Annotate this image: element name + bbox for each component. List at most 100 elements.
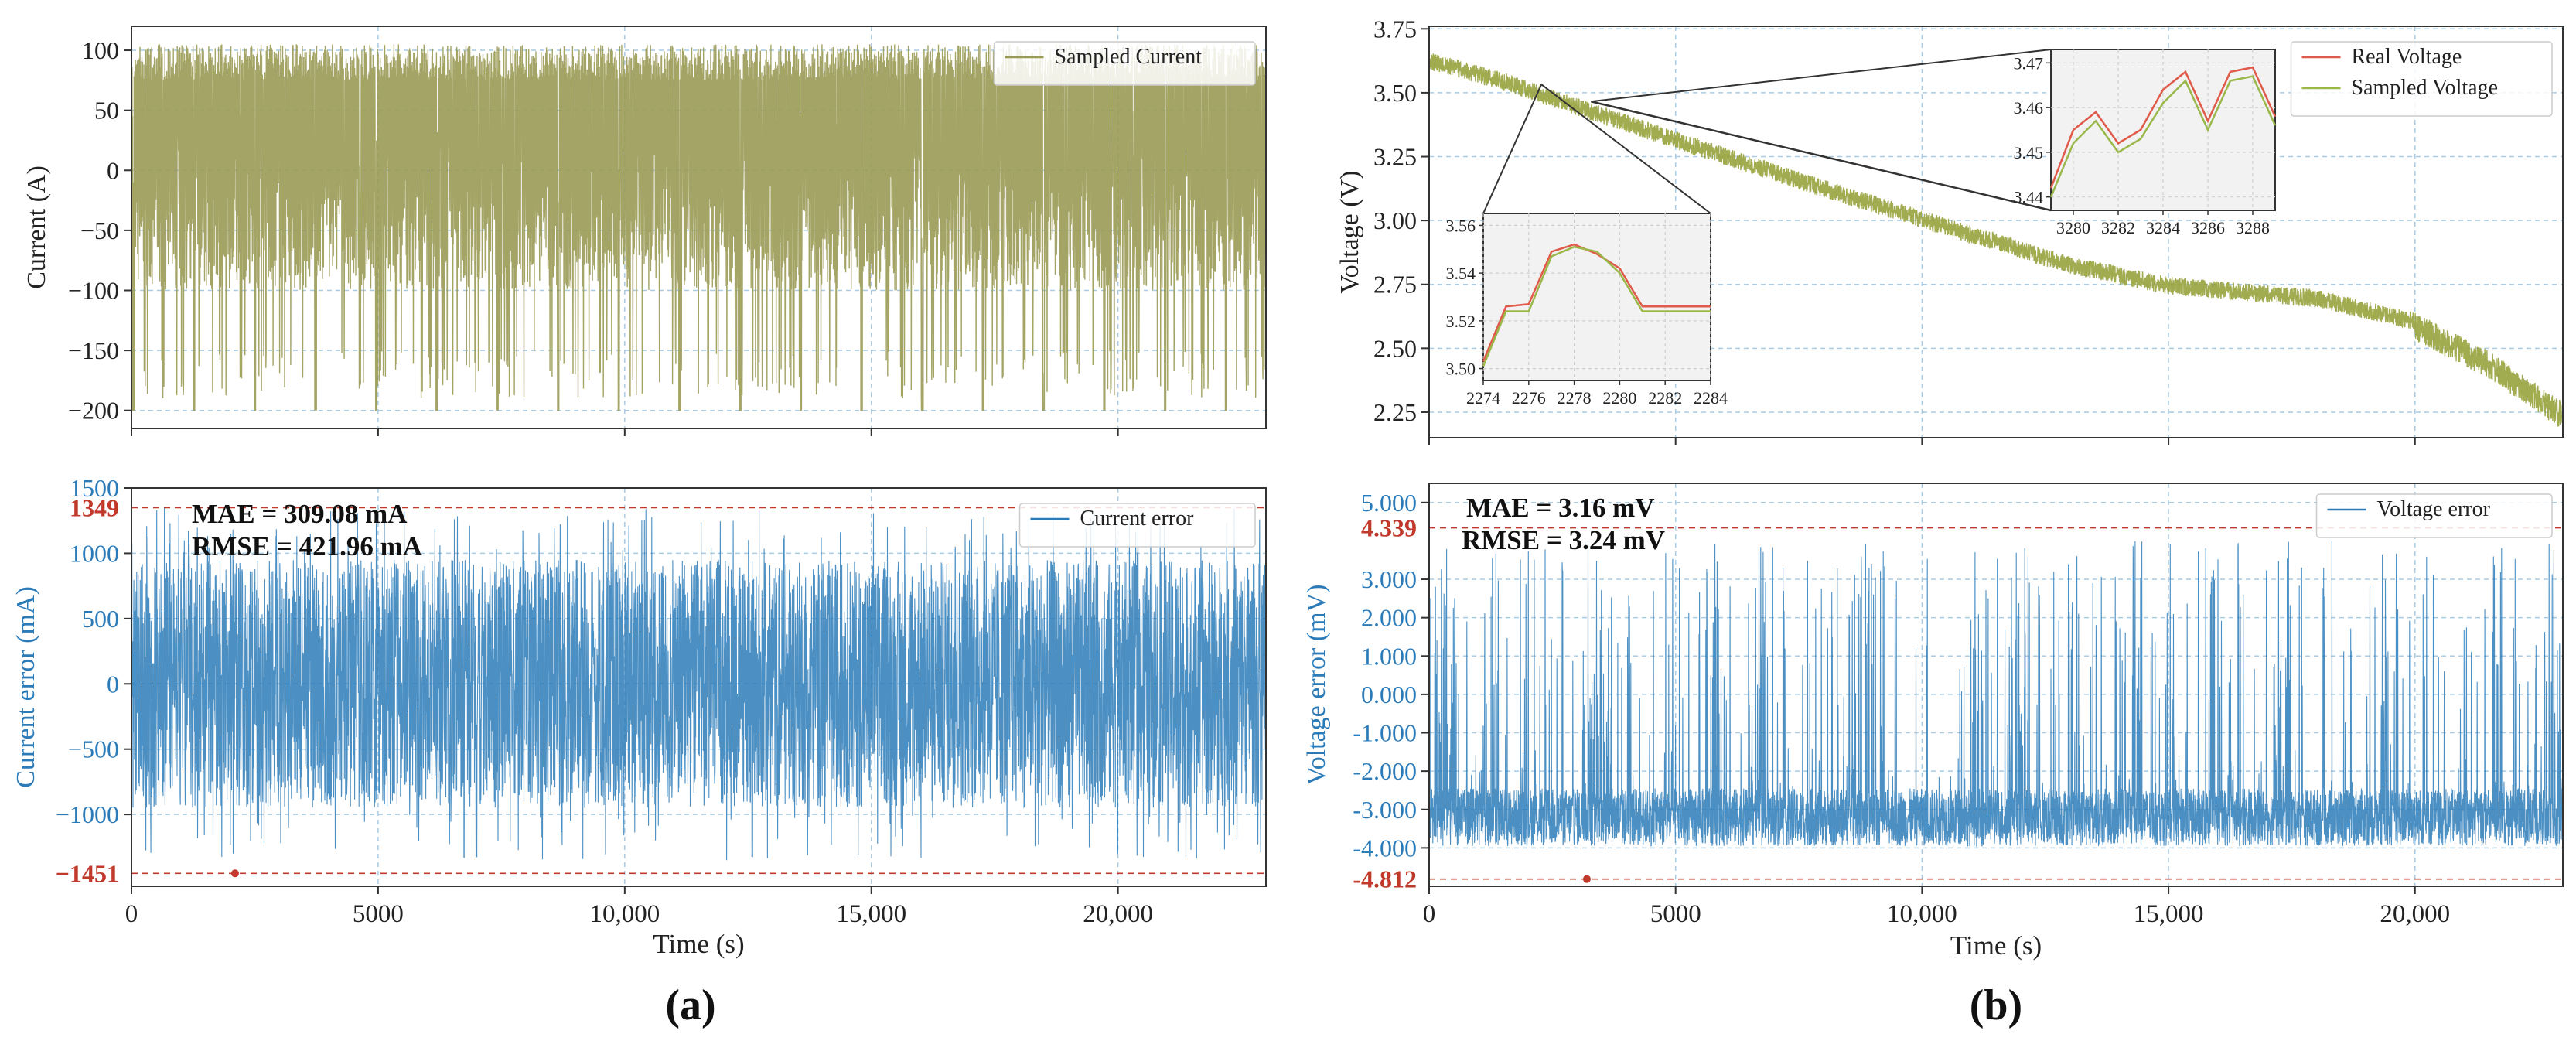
series-current-error (131, 507, 1267, 861)
y-tick-label: 3.25 (1373, 143, 1417, 171)
zoom-connector (1591, 101, 2052, 212)
inset-y-tick-label: 3.46 (2014, 98, 2044, 118)
y-tick-label: 2.50 (1373, 334, 1417, 362)
inset-y-tick-label: 3.52 (1446, 312, 1476, 331)
legend-a-top: Sampled Current (993, 41, 1256, 86)
inset-y-tick-label: 3.56 (1446, 216, 1476, 235)
inset-series-sampled-voltage (1482, 245, 1711, 367)
y-tick-label: 0.000 (1361, 681, 1417, 708)
y-tick-label: 3.000 (1361, 565, 1417, 593)
y-tick-label: 3.50 (1373, 79, 1417, 107)
zoom-connector (1540, 84, 1711, 214)
inset-y-tick-label: 3.54 (1446, 264, 1476, 283)
series-voltage-error (1428, 541, 2564, 848)
legend-label: Current error (1080, 507, 1195, 531)
legend-label: Sampled Voltage (2352, 76, 2499, 100)
y-tick-label: 0 (107, 156, 119, 184)
inset-x-tick-label: 2276 (1512, 388, 1546, 408)
legend-box (2315, 493, 2553, 538)
y-tick-label: 2.75 (1373, 271, 1417, 299)
plot-frame-b-bottom (1428, 483, 2564, 887)
y-tick-label: -3.000 (1353, 796, 1417, 824)
inset-y-tick-label: 3.45 (2014, 143, 2044, 162)
y-tick-label: −150 (68, 336, 119, 364)
x-tick-label: 0 (1423, 900, 1436, 928)
y-tick-label: 1500 (70, 474, 119, 502)
x-tick-label: 20,000 (2380, 900, 2450, 928)
x-axis-label: Time (s) (653, 929, 744, 959)
y-tick-label: 1.000 (1361, 642, 1417, 670)
x-tick-label: 15,000 (2134, 900, 2204, 928)
inset-frame (1482, 213, 1711, 381)
y-tick-label: −500 (68, 735, 119, 763)
inset-x-tick-label: 2280 (1602, 388, 1636, 408)
plot-frame-a-bottom (131, 487, 1267, 887)
x-axis-label: Time (s) (1950, 930, 2042, 961)
rmse-annotation: RMSE = 3.24 mV (1462, 525, 1665, 555)
series-sampled-voltage (1428, 53, 2564, 428)
reference-line-label: 4.339 (1361, 514, 1417, 542)
zoom-connector (1482, 84, 1543, 214)
legend-b-top: Real Voltage Sampled Voltage (2290, 41, 2553, 117)
y-axis-label: Voltage error (mV) (1302, 585, 1331, 786)
inset-y-tick-label: 3.44 (2014, 188, 2044, 207)
x-tick-label: 0 (125, 900, 138, 928)
y-axis-label: Voltage (V) (1336, 171, 1364, 294)
y-tick-label: 50 (94, 97, 119, 125)
legend-box (1018, 503, 1256, 548)
y-axis-label: Current error (mA) (12, 586, 40, 788)
inset-x-tick-label: 3280 (2056, 218, 2090, 237)
panel-label-b: (b) (1970, 981, 2022, 1029)
legend-box (2290, 41, 2553, 117)
inset-x-tick-label: 3286 (2191, 218, 2225, 237)
panel-label-a: (a) (665, 981, 715, 1029)
y-tick-label: -1.000 (1353, 719, 1417, 747)
reference-line-label: −1451 (56, 859, 119, 887)
inset-inset_left: 2274 2276 2278 2280 2282 2284 3.50 3.52 3.54 3.56 (1446, 84, 1728, 408)
legend-label: Voltage error (2377, 497, 2491, 521)
inset-series-real-voltage (2049, 66, 2277, 189)
inset-inset_right: 3280 3282 3284 3286 3288 3.44 3.45 3.46 3.47 (1591, 49, 2277, 237)
inset-x-tick-label: 2284 (1694, 388, 1728, 408)
mae-annotation: MAE = 3.16 mV (1466, 493, 1655, 523)
inset-y-tick-label: 3.50 (1446, 360, 1476, 379)
min-marker (1582, 875, 1591, 883)
x-tick-label: 10,000 (1887, 900, 1957, 928)
series-sampled-current (131, 44, 1267, 411)
x-tick-label: 5000 (353, 900, 404, 928)
legend-b-bottom: Voltage error (2315, 493, 2553, 538)
y-tick-label: −200 (68, 397, 119, 425)
inset-x-tick-label: 3282 (2101, 218, 2135, 237)
legend-label: Real Voltage (2352, 45, 2462, 69)
x-tick-label: 20,000 (1083, 900, 1153, 928)
y-tick-label: 500 (82, 605, 119, 633)
y-tick-label: −50 (80, 217, 119, 244)
y-tick-label: 2.000 (1361, 604, 1417, 632)
inset-x-tick-label: 2274 (1466, 388, 1500, 408)
plot-frame-b-top (1428, 26, 2564, 438)
min-marker (230, 869, 239, 878)
y-tick-label: 3.00 (1373, 206, 1417, 234)
inset-series-real-voltage (1482, 243, 1711, 362)
y-tick-label: -2.000 (1353, 757, 1417, 785)
plot-frame-a-top (131, 26, 1267, 429)
inset-series-sampled-voltage (2049, 75, 2277, 198)
reference-line-label: -4.812 (1353, 865, 1417, 893)
y-axis-label: Current (A) (22, 165, 51, 289)
legend-box (993, 41, 1256, 86)
y-tick-label: −100 (68, 276, 119, 304)
x-tick-label: 10,000 (589, 900, 660, 928)
axes-a_top: 100 50 0 −50 −100 −150 −200 (68, 26, 1266, 436)
mae-annotation: MAE = 309.08 mA (192, 499, 408, 529)
y-tick-label: -4.000 (1353, 834, 1417, 862)
legend-label: Sampled Current (1055, 45, 1203, 69)
inset-x-tick-label: 2282 (1648, 388, 1682, 408)
zoom-connector (1591, 49, 2052, 103)
y-tick-label: 100 (82, 36, 119, 64)
inset-x-tick-label: 3284 (2146, 218, 2180, 237)
x-tick-label: 5000 (1650, 900, 1701, 928)
rmse-annotation: RMSE = 421.96 mA (192, 531, 423, 561)
inset-x-tick-label: 3288 (2236, 218, 2270, 237)
y-tick-label: 2.25 (1373, 398, 1417, 426)
y-tick-label: 1000 (70, 539, 119, 567)
